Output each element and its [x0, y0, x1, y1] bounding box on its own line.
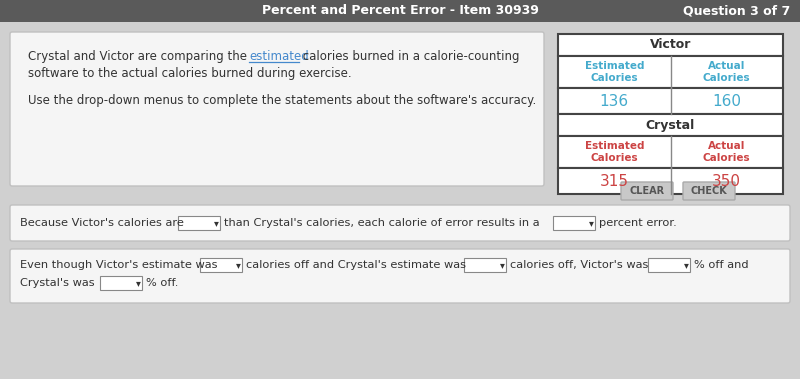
Text: calories off and Crystal's estimate was: calories off and Crystal's estimate was: [246, 260, 466, 270]
FancyBboxPatch shape: [648, 258, 690, 272]
Text: Even though Victor's estimate was: Even though Victor's estimate was: [20, 260, 218, 270]
Text: ▾: ▾: [589, 218, 594, 228]
Text: percent error.: percent error.: [599, 218, 677, 228]
FancyBboxPatch shape: [178, 216, 220, 230]
FancyBboxPatch shape: [558, 34, 783, 56]
FancyBboxPatch shape: [10, 249, 790, 303]
FancyBboxPatch shape: [558, 136, 783, 168]
FancyBboxPatch shape: [621, 182, 673, 200]
Text: ▾: ▾: [235, 260, 241, 270]
Text: CLEAR: CLEAR: [630, 186, 665, 196]
FancyBboxPatch shape: [10, 32, 544, 186]
Text: Actual
Calories: Actual Calories: [703, 61, 750, 83]
Text: calories burned in a calorie-counting: calories burned in a calorie-counting: [299, 50, 519, 63]
FancyBboxPatch shape: [464, 258, 506, 272]
Text: % off.: % off.: [146, 278, 178, 288]
Text: ▾: ▾: [683, 260, 689, 270]
FancyBboxPatch shape: [683, 182, 735, 200]
Text: Actual
Calories: Actual Calories: [703, 141, 750, 163]
Text: 136: 136: [600, 94, 629, 108]
FancyBboxPatch shape: [558, 168, 783, 194]
Text: Crystal's was: Crystal's was: [20, 278, 94, 288]
Text: software to the actual calories burned during exercise.: software to the actual calories burned d…: [28, 67, 352, 80]
FancyBboxPatch shape: [100, 276, 142, 290]
FancyBboxPatch shape: [558, 56, 783, 88]
Text: Question 3 of 7: Question 3 of 7: [682, 5, 790, 17]
FancyBboxPatch shape: [200, 258, 242, 272]
Text: % off and: % off and: [694, 260, 749, 270]
Text: CHECK: CHECK: [690, 186, 727, 196]
Text: 315: 315: [600, 174, 629, 188]
Text: 160: 160: [712, 94, 742, 108]
Text: calories off, Victor's was: calories off, Victor's was: [510, 260, 648, 270]
Text: Crystal and Victor are comparing the: Crystal and Victor are comparing the: [28, 50, 250, 63]
Text: estimated: estimated: [249, 50, 309, 63]
FancyBboxPatch shape: [10, 205, 790, 241]
Text: 350: 350: [712, 174, 742, 188]
FancyBboxPatch shape: [558, 88, 783, 114]
Text: Estimated
Calories: Estimated Calories: [585, 141, 644, 163]
Text: Use the drop-down menus to complete the statements about the software's accuracy: Use the drop-down menus to complete the …: [28, 94, 536, 107]
FancyBboxPatch shape: [558, 114, 783, 136]
Text: ▾: ▾: [499, 260, 505, 270]
FancyBboxPatch shape: [0, 0, 800, 22]
Text: ▾: ▾: [135, 278, 141, 288]
Text: Estimated
Calories: Estimated Calories: [585, 61, 644, 83]
Text: Victor: Victor: [650, 39, 691, 52]
Text: Crystal: Crystal: [646, 119, 695, 132]
Text: ▾: ▾: [214, 218, 218, 228]
Text: Because Victor's calories are: Because Victor's calories are: [20, 218, 184, 228]
Text: Percent and Percent Error - Item 30939: Percent and Percent Error - Item 30939: [262, 5, 538, 17]
FancyBboxPatch shape: [553, 216, 595, 230]
Text: than Crystal's calories, each calorie of error results in a: than Crystal's calories, each calorie of…: [224, 218, 540, 228]
